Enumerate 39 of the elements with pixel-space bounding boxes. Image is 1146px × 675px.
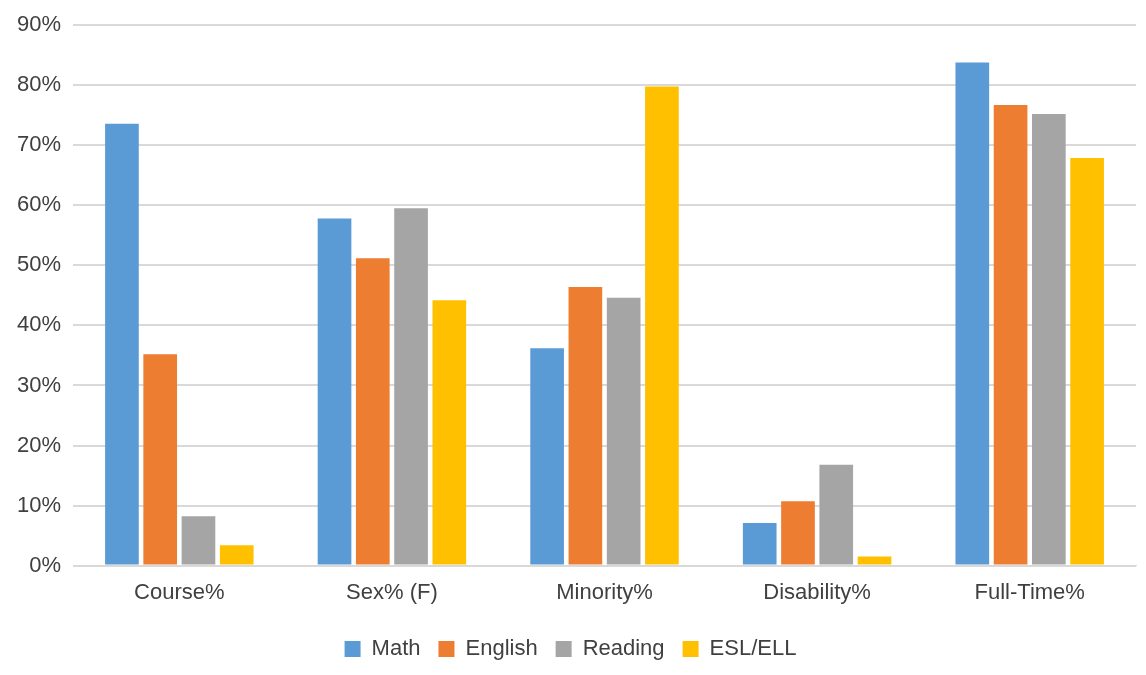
y-tick-label: 10% [16,491,62,517]
x-tick-label: Disability% [763,578,871,604]
y-tick-label: 0% [29,551,62,577]
y-tick-label: 50% [16,251,62,277]
legend-label: ESL/ELL [709,635,797,661]
bar [181,516,216,565]
bar [432,300,467,565]
y-tick-label: 40% [16,311,62,337]
x-tick-label: Full-Time% [974,578,1085,604]
x-tick-label: Sex% (F) [346,578,438,604]
bar [819,464,854,565]
bar [530,348,564,565]
bar [317,218,352,565]
bar [568,286,603,565]
bar [394,208,428,565]
bar [355,258,390,565]
bar [606,297,641,565]
y-tick-label: 90% [16,11,62,37]
bar [857,556,892,565]
bar [1032,114,1066,565]
bar [143,354,178,565]
bar [219,545,254,565]
y-tick-label: 60% [16,191,62,217]
y-tick-label: 20% [16,431,62,457]
y-tick-label: 70% [16,131,62,157]
y-tick-label: 80% [16,71,62,97]
bar [1070,157,1104,565]
x-tick-label: Minority% [556,578,653,604]
legend-label: Reading [582,635,665,661]
legend-label: Math [371,635,421,661]
bar [742,522,777,565]
legend-label: English [465,635,538,661]
bar [645,86,679,565]
bar [993,105,1028,565]
bar [955,62,990,565]
bar [781,501,815,565]
y-tick-label: 30% [16,371,62,397]
bar [105,123,139,565]
x-tick-label: Course% [134,578,225,604]
